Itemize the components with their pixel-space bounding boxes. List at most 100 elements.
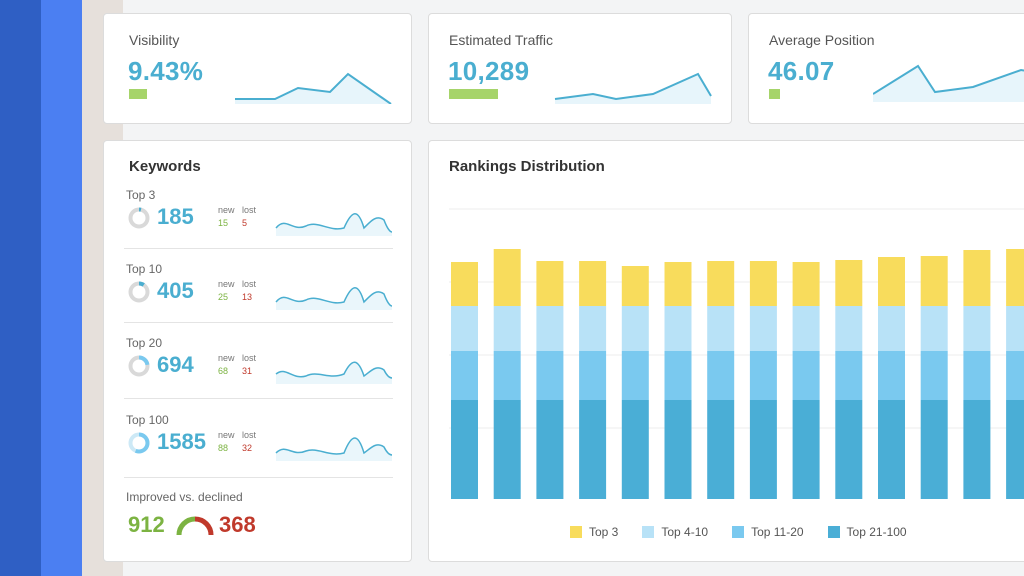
- bar-segment-top-4-10-11[interactable]: [878, 306, 905, 351]
- bar-segment-top-11-20-12[interactable]: [920, 351, 948, 400]
- legend-label: Top 4-10: [661, 525, 709, 539]
- bar-segment-top-3-3[interactable]: [536, 261, 564, 306]
- traffic-sparkline: [554, 72, 712, 104]
- new-label: new: [218, 205, 235, 215]
- keyword-row-top3[interactable]: Top 3 185 new lost 15 5: [124, 188, 411, 258]
- bar-segment-top-3-11[interactable]: [878, 257, 905, 306]
- bar-segment-top-3-4[interactable]: [579, 261, 607, 306]
- bar-segment-top-11-20-10[interactable]: [835, 351, 863, 400]
- bar-segment-top-11-20-9[interactable]: [792, 351, 820, 400]
- improved-declined-label: Improved vs. declined: [126, 490, 243, 504]
- bar-segment-top-3-1[interactable]: [451, 262, 478, 306]
- bar-segment-top-4-10-8[interactable]: [749, 306, 777, 351]
- divider: [124, 322, 393, 323]
- legend-item-top4-10[interactable]: Top 4-10: [642, 525, 708, 539]
- legend-swatch-top11-20: [732, 526, 745, 538]
- bar-segment-top-4-10-2[interactable]: [493, 306, 521, 351]
- bar-segment-top-3-7[interactable]: [707, 261, 735, 306]
- bar-segment-top-4-10-7[interactable]: [707, 306, 735, 351]
- bar-segment-top-4-10-14[interactable]: [1006, 306, 1024, 351]
- new-label: new: [218, 353, 235, 363]
- visibility-value: 9.43%: [128, 56, 204, 86]
- bar-segment-top-11-20-1[interactable]: [451, 351, 478, 400]
- bar-segment-top-21-100-8[interactable]: [749, 400, 777, 499]
- legend-label: Top 3: [589, 525, 619, 539]
- bar-segment-top-21-100-10[interactable]: [835, 400, 863, 499]
- new-count: 88: [218, 443, 229, 453]
- bar-segment-top-11-20-2[interactable]: [493, 351, 521, 400]
- bar-segment-top-21-100-7[interactable]: [707, 400, 735, 499]
- declined-value: 368: [219, 512, 256, 537]
- bar-segment-top-21-100-6[interactable]: [664, 400, 692, 499]
- keyword-row-label: Top 3: [126, 188, 156, 202]
- bar-segment-top-11-20-13[interactable]: [963, 351, 991, 400]
- lost-label: lost: [242, 279, 257, 289]
- legend-label: Top 11-20: [751, 525, 804, 539]
- keywords-card: Keywords Top 3 185 new lost 15 5 Top 10 …: [103, 140, 412, 562]
- bar-segment-top-21-100-12[interactable]: [920, 400, 948, 499]
- donut-ring-icon: [128, 355, 150, 377]
- bar-segment-top-21-100-5[interactable]: [621, 400, 649, 499]
- bar-segment-top-11-20-11[interactable]: [878, 351, 905, 400]
- bar-segment-top-3-13[interactable]: [963, 250, 991, 306]
- divider: [124, 248, 393, 249]
- keyword-row-top10[interactable]: Top 10 405 new lost 25 13: [124, 262, 411, 332]
- bar-segment-top-21-100-2[interactable]: [493, 400, 521, 499]
- new-label: new: [218, 430, 235, 440]
- position-sparkline: [873, 64, 1024, 102]
- bar-segment-top-4-10-3[interactable]: [536, 306, 564, 351]
- visibility-card[interactable]: Visibility 9.43%: [103, 13, 412, 124]
- improved-declined-row[interactable]: Improved vs. declined 912 368: [124, 490, 411, 560]
- bar-segment-top-11-20-4[interactable]: [579, 351, 607, 400]
- bar-segment-top-4-10-4[interactable]: [579, 306, 607, 351]
- bar-segment-top-21-100-9[interactable]: [792, 400, 820, 499]
- divider: [124, 477, 393, 478]
- bar-segment-top-3-10[interactable]: [835, 260, 863, 306]
- bar-segment-top-11-20-14[interactable]: [1006, 351, 1024, 400]
- donut-ring-icon: [128, 432, 150, 454]
- lost-label: lost: [242, 430, 257, 440]
- keyword-row-label: Top 10: [126, 262, 163, 276]
- bar-segment-top-3-12[interactable]: [920, 256, 948, 306]
- visibility-indicator: [129, 89, 147, 99]
- bar-segment-top-11-20-7[interactable]: [707, 351, 735, 400]
- position-card[interactable]: Average Position 46.07: [748, 13, 1024, 124]
- bar-segment-top-3-8[interactable]: [749, 261, 777, 306]
- bar-segment-top-11-20-6[interactable]: [664, 351, 692, 400]
- bar-segment-top-3-9[interactable]: [792, 262, 820, 306]
- bar-segment-top-4-10-12[interactable]: [920, 306, 948, 351]
- bar-segment-top-4-10-13[interactable]: [963, 306, 991, 351]
- bar-segment-top-21-100-4[interactable]: [579, 400, 607, 499]
- bar-segment-top-21-100-14[interactable]: [1006, 400, 1024, 499]
- bar-segment-top-4-10-6[interactable]: [664, 306, 692, 351]
- keyword-row-top20[interactable]: Top 20 694 new lost 68 31: [124, 336, 411, 406]
- traffic-card[interactable]: Estimated Traffic 10,289: [428, 13, 732, 124]
- bar-segment-top-3-2[interactable]: [493, 249, 521, 306]
- keyword-sparkline: [275, 287, 393, 310]
- bar-segment-top-21-100-13[interactable]: [963, 400, 991, 499]
- keyword-sparkline: [275, 361, 393, 384]
- bar-segment-top-11-20-5[interactable]: [621, 351, 649, 400]
- bar-segment-top-11-20-8[interactable]: [749, 351, 777, 400]
- lost-label: lost: [242, 353, 257, 363]
- bar-segment-top-3-14[interactable]: [1006, 249, 1024, 306]
- bar-segment-top-4-10-9[interactable]: [792, 306, 820, 351]
- bar-segment-top-4-10-10[interactable]: [835, 306, 863, 351]
- bar-segment-top-21-100-11[interactable]: [878, 400, 905, 499]
- legend-item-top21-100[interactable]: Top 21-100: [827, 525, 907, 539]
- keyword-row-top100[interactable]: Top 100 1585 new lost 88 32: [124, 413, 411, 483]
- new-label: new: [218, 279, 235, 289]
- bar-segment-top-11-20-3[interactable]: [536, 351, 564, 400]
- bar-segment-top-3-6[interactable]: [664, 262, 692, 306]
- bar-segment-top-4-10-1[interactable]: [451, 306, 478, 351]
- legend-item-top11-20[interactable]: Top 11-20: [732, 525, 804, 539]
- traffic-value: 10,289: [448, 56, 530, 86]
- bar-segment-top-21-100-1[interactable]: [451, 400, 478, 499]
- legend-item-top3[interactable]: Top 3: [570, 525, 618, 539]
- rankings-card: Rankings Distribution Top 3 Top 4-10 Top…: [428, 140, 1024, 562]
- bar-segment-top-3-5[interactable]: [621, 266, 649, 306]
- improved-value: 912: [128, 512, 165, 537]
- bar-segment-top-21-100-3[interactable]: [536, 400, 564, 499]
- bar-segment-top-4-10-5[interactable]: [621, 306, 649, 351]
- new-count: 68: [218, 366, 229, 376]
